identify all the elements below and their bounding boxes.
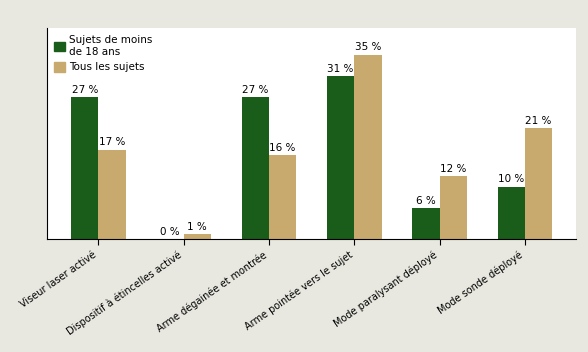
Text: 17 %: 17 % <box>99 138 125 147</box>
Bar <box>242 97 269 239</box>
Bar <box>183 234 211 239</box>
Bar <box>269 155 296 239</box>
Text: 12 %: 12 % <box>440 164 466 174</box>
Text: 16 %: 16 % <box>269 143 296 153</box>
Text: 0 %: 0 % <box>160 227 180 237</box>
Bar <box>71 97 98 239</box>
Text: 6 %: 6 % <box>416 196 436 206</box>
Text: 27 %: 27 % <box>242 85 269 95</box>
Text: 35 %: 35 % <box>355 43 381 52</box>
Bar <box>327 76 355 239</box>
Bar <box>497 187 525 239</box>
Text: 21 %: 21 % <box>525 117 552 126</box>
Text: 27 %: 27 % <box>72 85 98 95</box>
Legend: Sujets de moins
de 18 ans, Tous les sujets: Sujets de moins de 18 ans, Tous les suje… <box>52 33 155 75</box>
Text: 10 %: 10 % <box>498 175 524 184</box>
Bar <box>525 128 552 239</box>
Bar <box>440 176 467 239</box>
Bar <box>355 55 382 239</box>
Text: 1 %: 1 % <box>188 222 207 232</box>
Bar <box>412 208 440 239</box>
Text: 31 %: 31 % <box>328 64 354 74</box>
Bar <box>98 150 126 239</box>
